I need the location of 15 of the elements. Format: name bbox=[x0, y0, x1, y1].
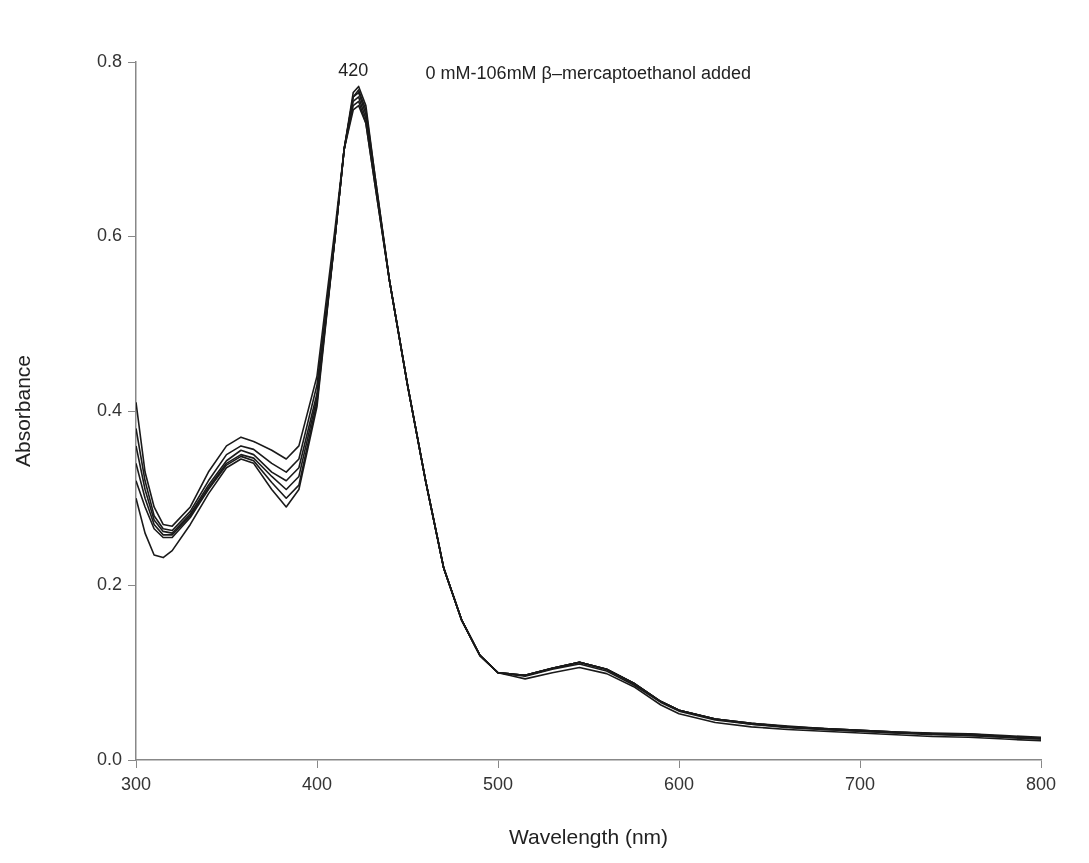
x-tick-label: 800 bbox=[1025, 773, 1057, 794]
y-axis-title: Absorbance bbox=[11, 354, 35, 468]
annotation: 0 mM-106mM β–mercaptoethanol added bbox=[425, 62, 752, 83]
y-tick-label: 0.0 bbox=[96, 748, 122, 769]
y-tick-label: 0.6 bbox=[96, 225, 122, 246]
x-tick-label: 700 bbox=[844, 773, 876, 794]
x-tick-label: 600 bbox=[663, 773, 695, 794]
y-tick-label: 0.2 bbox=[96, 574, 122, 595]
y-tick-label: 0.4 bbox=[96, 399, 122, 420]
y-tick-label: 0.8 bbox=[96, 50, 122, 71]
x-tick-label: 500 bbox=[482, 773, 514, 794]
annotation: 420 bbox=[338, 60, 369, 81]
x-tick-label: 400 bbox=[301, 773, 333, 794]
x-tick-label: 300 bbox=[120, 773, 152, 794]
x-axis-title: Wavelength (nm) bbox=[508, 825, 669, 849]
